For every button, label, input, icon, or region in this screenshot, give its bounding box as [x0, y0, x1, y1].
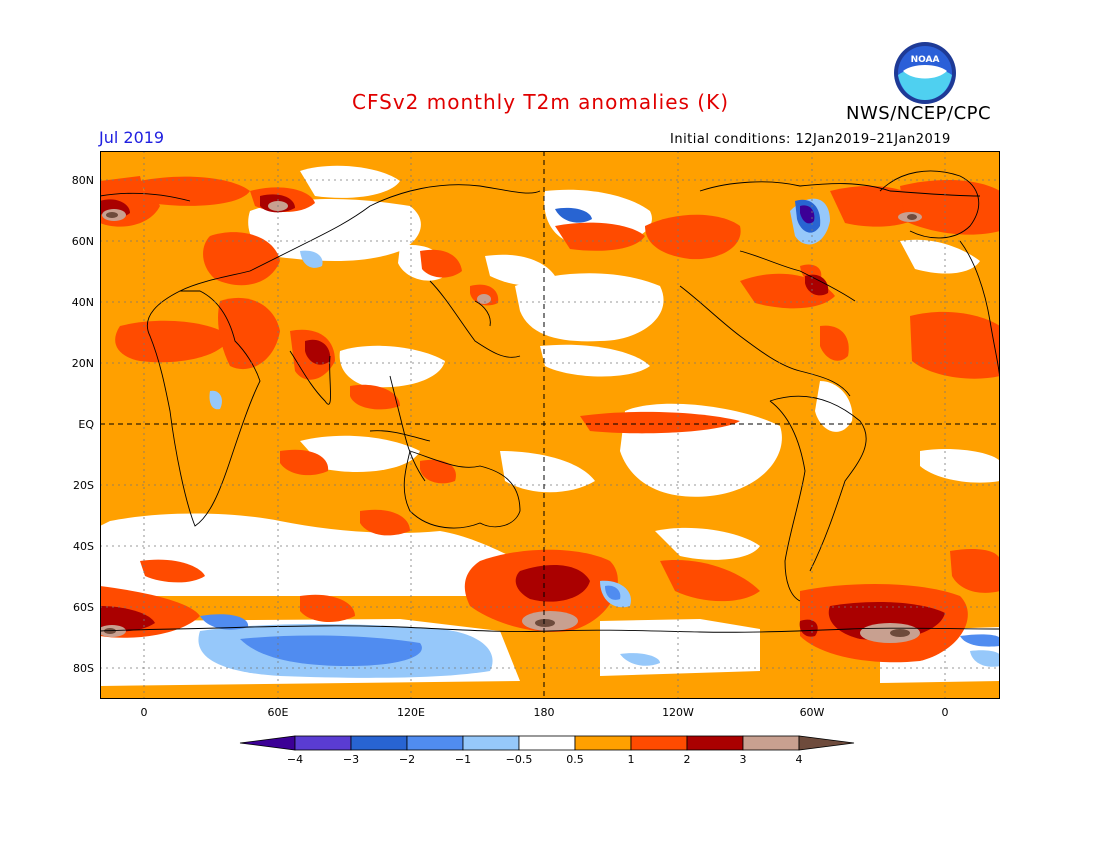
lat-label: 40S [73, 540, 94, 553]
lat-label: 80S [73, 662, 94, 675]
colorbar-label: 2 [684, 753, 691, 766]
colorbar-label: −3 [343, 753, 359, 766]
graticule [100, 151, 1000, 699]
logo-text: NOAA [911, 55, 940, 65]
colorbar-segment [350, 735, 408, 751]
lat-label: EQ [78, 418, 94, 431]
noaa-logo-icon: NOAA [894, 42, 956, 104]
lat-label: 20N [72, 357, 94, 370]
colorbar-label: 1 [628, 753, 635, 766]
lat-label: 60N [72, 235, 94, 248]
map-frame [100, 151, 1000, 699]
colorbar-label: −1 [455, 753, 471, 766]
lon-label: 120W [662, 706, 694, 719]
lat-label: 20S [73, 479, 94, 492]
colorbar-segment [239, 735, 296, 751]
reference-lines [100, 151, 1000, 699]
initial-conditions: Initial conditions: 12Jan2019–21Jan2019 [670, 132, 951, 147]
lat-label: 60S [73, 601, 94, 614]
colorbar-segment [630, 735, 688, 751]
colorbar-segment [294, 735, 352, 751]
lon-label: 60E [268, 706, 289, 719]
lon-label: 180 [534, 706, 555, 719]
colorbar-label: −4 [287, 753, 303, 766]
colorbar-label: 0.5 [566, 753, 584, 766]
colorbar-segment [798, 735, 855, 751]
colorbar-segment [462, 735, 520, 751]
lon-label: 60W [800, 706, 825, 719]
anomaly-map [100, 151, 1000, 699]
lon-label: 120E [397, 706, 425, 719]
colorbar-label: 4 [796, 753, 803, 766]
colorbar-segment [518, 735, 576, 751]
colorbar: −4 −3 −2 −1 −0.5 0.5 1 2 3 4 [239, 735, 855, 766]
colorbar-segment [574, 735, 632, 751]
agency-label: NWS/NCEP/CPC [846, 103, 992, 124]
valid-period: Jul 2019 [99, 128, 165, 147]
colorbar-label: −0.5 [506, 753, 533, 766]
lat-label: 80N [72, 174, 94, 187]
colorbar-label: −2 [399, 753, 415, 766]
lon-label: 0 [141, 706, 148, 719]
colorbar-label: 3 [740, 753, 747, 766]
lon-label: 0 [942, 706, 949, 719]
cool-regions [198, 198, 1000, 678]
colorbar-segment [742, 735, 800, 751]
colorbar-segment [406, 735, 464, 751]
coastlines [100, 170, 1000, 633]
lat-label: 40N [72, 296, 94, 309]
plot-title: CFSv2 monthly T2m anomalies (K) [352, 90, 729, 114]
colorbar-segment [686, 735, 744, 751]
